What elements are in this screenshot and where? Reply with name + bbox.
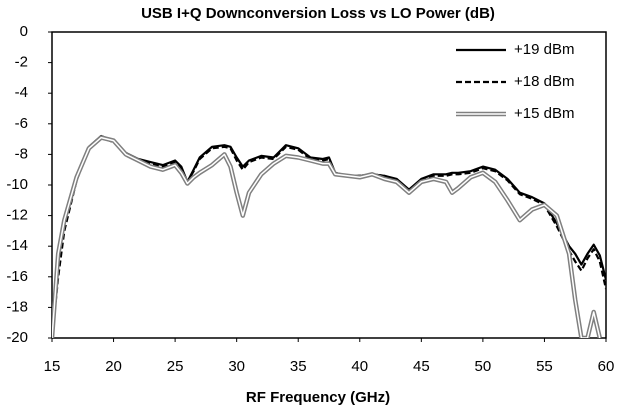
x-tick-label: 35: [290, 358, 307, 375]
y-tick-label: -14: [6, 237, 28, 254]
y-tick-label: -4: [15, 84, 28, 101]
series-line-core: [52, 136, 601, 338]
y-tick-label: -2: [15, 54, 28, 71]
y-tick-label: -8: [15, 145, 28, 162]
y-tick-label: -20: [6, 329, 28, 346]
plot-frame: [51, 31, 607, 339]
legend-label: +19 dBm: [514, 41, 574, 58]
x-tick-label: 55: [536, 358, 553, 375]
series-line: [52, 136, 606, 338]
x-tick-label: 15: [44, 358, 61, 375]
y-tick-label: -18: [6, 298, 28, 315]
chart-title: USB I+Q Downconversion Loss vs LO Power …: [141, 5, 495, 22]
x-tick-label: 45: [413, 358, 430, 375]
y-tick-label: -12: [6, 207, 28, 224]
y-tick-label: 0: [20, 23, 28, 40]
plot-lines: [52, 134, 606, 338]
x-tick-label: 20: [105, 358, 122, 375]
y-tick-label: -16: [6, 268, 28, 285]
series-line: [52, 135, 602, 338]
y-tick-label: -10: [6, 176, 28, 193]
y-tick-label: -6: [15, 115, 28, 132]
x-tick-label: 25: [167, 358, 184, 375]
series-line: [52, 134, 606, 331]
x-tick-label: 40: [351, 358, 368, 375]
x-tick-label: 50: [475, 358, 492, 375]
legend-label: +18 dBm: [514, 73, 574, 90]
x-tick-label: 60: [598, 358, 615, 375]
x-axis-label: RF Frequency (GHz): [246, 389, 390, 406]
x-tick-label: 30: [228, 358, 245, 375]
legend-label: +15 dBm: [514, 105, 574, 122]
